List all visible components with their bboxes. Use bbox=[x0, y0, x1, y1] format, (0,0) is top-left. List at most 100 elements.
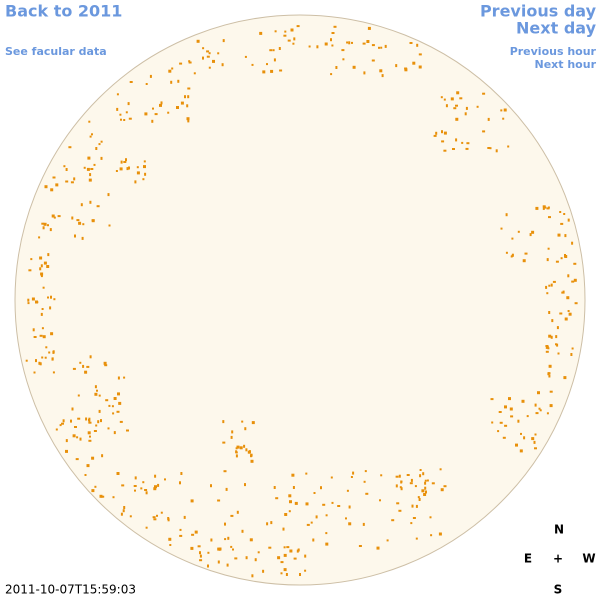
facula bbox=[526, 415, 529, 418]
facula bbox=[85, 417, 88, 421]
facula bbox=[94, 385, 97, 389]
facula bbox=[421, 489, 425, 493]
facula bbox=[552, 280, 556, 283]
facula bbox=[104, 364, 108, 367]
facula bbox=[86, 464, 90, 468]
facula bbox=[548, 374, 551, 378]
back-link[interactable]: Back to 2011 bbox=[5, 2, 122, 21]
facula bbox=[134, 180, 137, 184]
previous-hour-link[interactable]: Previous hour bbox=[510, 45, 597, 58]
facula bbox=[156, 514, 158, 517]
facula bbox=[270, 521, 273, 525]
next-day-link[interactable]: Next day bbox=[516, 19, 597, 38]
facula bbox=[210, 538, 213, 542]
facula bbox=[35, 359, 37, 363]
facula bbox=[251, 63, 254, 66]
facula bbox=[118, 401, 122, 405]
facula bbox=[380, 474, 383, 477]
facular-data-link[interactable]: See facular data bbox=[5, 45, 107, 58]
facula bbox=[330, 476, 333, 479]
facula bbox=[190, 499, 194, 503]
facula bbox=[42, 286, 45, 289]
facula bbox=[310, 521, 313, 524]
facula bbox=[152, 107, 154, 110]
facula bbox=[424, 479, 427, 482]
facula bbox=[136, 166, 139, 169]
facula bbox=[88, 421, 92, 424]
facula bbox=[566, 296, 570, 300]
facula bbox=[103, 361, 107, 365]
facula bbox=[116, 472, 120, 475]
facula bbox=[51, 214, 55, 218]
facula bbox=[183, 515, 186, 519]
facula bbox=[116, 93, 119, 96]
facula bbox=[187, 95, 190, 99]
facula bbox=[348, 522, 352, 526]
facula bbox=[398, 509, 402, 512]
facula bbox=[567, 218, 570, 222]
facula bbox=[547, 206, 550, 209]
facula bbox=[250, 459, 254, 463]
facula bbox=[404, 68, 408, 72]
facula bbox=[121, 484, 125, 487]
facula bbox=[352, 471, 355, 475]
facula bbox=[443, 485, 447, 488]
facula bbox=[487, 147, 491, 149]
facula bbox=[78, 221, 82, 225]
facula bbox=[273, 58, 276, 62]
facula bbox=[207, 551, 210, 554]
facula bbox=[510, 415, 514, 418]
facula bbox=[244, 427, 247, 431]
facula bbox=[123, 161, 127, 163]
facula bbox=[542, 205, 546, 208]
facula bbox=[98, 394, 101, 397]
facula bbox=[424, 486, 427, 490]
facula bbox=[548, 334, 552, 338]
facula bbox=[288, 494, 292, 498]
facula bbox=[224, 522, 226, 526]
facula bbox=[511, 253, 514, 257]
facula bbox=[89, 135, 92, 138]
facula bbox=[384, 44, 387, 48]
facula bbox=[89, 173, 92, 177]
facula bbox=[519, 449, 523, 453]
facula bbox=[547, 247, 550, 250]
next-hour-link[interactable]: Next hour bbox=[535, 58, 597, 71]
facula bbox=[127, 102, 130, 106]
facula bbox=[151, 119, 154, 123]
previous-day-link[interactable]: Previous day bbox=[480, 2, 597, 21]
facula bbox=[136, 171, 140, 175]
facula bbox=[350, 476, 353, 478]
facula bbox=[199, 551, 201, 555]
facula bbox=[43, 261, 47, 265]
facula bbox=[517, 419, 520, 423]
facula bbox=[88, 439, 92, 442]
facula bbox=[418, 65, 422, 69]
facula bbox=[499, 421, 503, 424]
facula bbox=[133, 485, 137, 487]
facula bbox=[44, 185, 48, 189]
facula bbox=[84, 474, 87, 476]
facula bbox=[511, 237, 514, 240]
facula bbox=[39, 267, 42, 271]
facula bbox=[188, 60, 191, 63]
facula bbox=[73, 177, 76, 181]
facula bbox=[418, 53, 422, 56]
facula bbox=[149, 74, 152, 78]
facula bbox=[545, 285, 548, 289]
facula bbox=[330, 73, 333, 76]
facula bbox=[39, 334, 43, 337]
facula bbox=[88, 178, 92, 182]
facula bbox=[269, 49, 273, 52]
facula bbox=[208, 66, 211, 69]
facula bbox=[557, 352, 560, 355]
facula bbox=[363, 71, 366, 75]
facula bbox=[53, 216, 56, 219]
facula bbox=[466, 142, 470, 145]
facula bbox=[573, 262, 577, 265]
facula bbox=[522, 259, 526, 263]
facula bbox=[542, 206, 545, 210]
facula bbox=[400, 487, 403, 491]
facula bbox=[49, 306, 52, 310]
facula bbox=[283, 34, 287, 37]
